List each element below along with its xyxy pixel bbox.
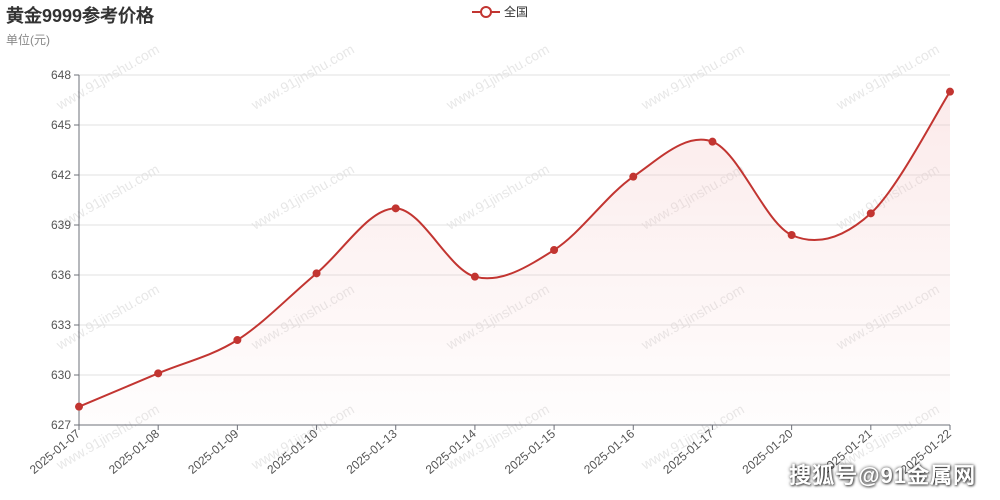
y-tick-label: 630 — [51, 368, 71, 382]
watermark-text: www.91jinshu.com — [248, 41, 357, 113]
data-point[interactable] — [391, 204, 400, 213]
x-tick-label: 2025-01-20 — [740, 426, 796, 476]
series-area-fill — [79, 91, 950, 426]
corner-watermark: 搜狐号@91金属网 — [789, 463, 976, 488]
x-tick-label: 2025-01-13 — [344, 426, 400, 476]
y-tick-label: 633 — [51, 318, 71, 332]
data-point[interactable] — [866, 209, 875, 218]
chart-title: 黄金9999参考价格 — [6, 6, 155, 26]
y-tick-label: 642 — [51, 168, 71, 182]
data-point[interactable] — [629, 172, 638, 181]
y-tick-label: 639 — [51, 218, 71, 232]
data-point[interactable] — [154, 369, 163, 378]
y-tick-label: 627 — [51, 418, 71, 432]
x-tick-label: 2025-01-09 — [185, 426, 241, 476]
data-points — [75, 87, 954, 411]
y-tick-labels: 627 630 633 636 639 642 645 648 — [51, 68, 71, 432]
watermark-text: www.91jinshu.com — [443, 41, 552, 113]
data-point[interactable] — [233, 336, 242, 344]
legend-item-national[interactable]: 全国 — [472, 3, 528, 20]
y-tick-label: 648 — [51, 68, 71, 82]
data-point[interactable] — [946, 87, 954, 96]
unit-label: 单位(元) — [6, 33, 50, 47]
area-fill-layer — [79, 91, 950, 426]
watermark-text: www.91jinshu.com — [248, 161, 357, 233]
data-point[interactable] — [787, 231, 796, 239]
watermark-text: www.91jinshu.com — [443, 161, 552, 233]
x-tick-label: 2025-01-16 — [581, 426, 637, 476]
data-point[interactable] — [550, 246, 559, 254]
legend-line-marker-icon — [472, 5, 500, 18]
watermark-text: www.91jinshu.com — [53, 281, 162, 353]
y-tick-label: 636 — [51, 268, 71, 282]
y-tick-label: 645 — [51, 118, 71, 132]
watermark-text: www.91jinshu.com — [833, 41, 942, 113]
data-point[interactable] — [75, 402, 83, 411]
data-point[interactable] — [470, 272, 479, 281]
axis-layer — [74, 74, 951, 430]
legend-label: 全国 — [504, 5, 529, 19]
watermark-text: www.91jinshu.com — [638, 41, 747, 113]
data-point[interactable] — [708, 137, 717, 146]
data-point[interactable] — [312, 269, 321, 278]
